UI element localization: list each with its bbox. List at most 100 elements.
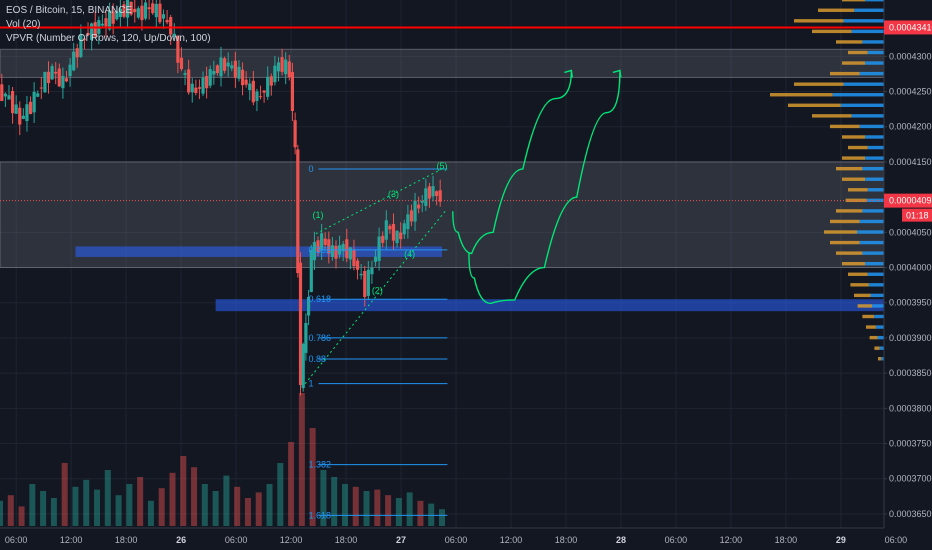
volume-bar — [7, 495, 14, 526]
vpvr-bar-down — [867, 145, 884, 150]
candle-body — [323, 238, 327, 245]
chart-legend: EOS / Bitcoin, 15, BINANCE Vol (20) VPVR… — [6, 4, 211, 46]
candle-body — [330, 245, 334, 257]
vpvr-bar-up — [866, 325, 876, 329]
candle-body — [36, 93, 40, 97]
elliott-wave-label: (2) — [372, 286, 383, 296]
vpvr-bar-up — [836, 40, 863, 44]
support-zone-blue[interactable] — [215, 299, 885, 312]
candle-body — [431, 186, 435, 197]
candle-body — [258, 96, 263, 98]
vpvr-bar-down — [865, 0, 884, 2]
wave-trendline-upper[interactable] — [315, 168, 443, 235]
volume-bar — [255, 492, 262, 526]
candle-body — [151, 3, 155, 14]
candle-body — [240, 69, 245, 86]
volume-bar — [72, 486, 79, 526]
price-axis-label: 0.0003700 — [889, 474, 932, 484]
candle-body — [233, 60, 237, 78]
candle-body — [402, 223, 406, 235]
candle-body — [143, 2, 148, 19]
candle-body — [25, 104, 29, 122]
time-axis-label: 12:00 — [720, 535, 743, 545]
volume-bar — [180, 456, 187, 526]
candle-body — [359, 273, 363, 276]
candle-body — [7, 95, 11, 100]
candle-body — [122, 4, 126, 17]
candle-body — [68, 64, 72, 77]
vpvr-bar-down — [865, 177, 884, 181]
fib-level-label: 0.382 — [308, 245, 331, 255]
price-axis-label: 0.0003950 — [889, 298, 932, 308]
candle-body — [293, 120, 297, 148]
time-axis-label: 26 — [176, 535, 186, 545]
elliott-wave-label: (3) — [388, 189, 399, 199]
volume-bar — [0, 500, 3, 526]
resistance-zone-gray[interactable] — [0, 48, 885, 78]
vpvr-bar-up — [830, 71, 860, 76]
candle-body — [18, 107, 22, 125]
candle-body — [320, 233, 324, 251]
countdown-label-bg — [902, 208, 932, 222]
candle-body — [93, 22, 97, 37]
volume-bar — [428, 503, 435, 526]
projection-curve[interactable] — [468, 70, 621, 305]
fib-level-label: 1.382 — [308, 460, 331, 470]
fib-level-label: 0.618 — [308, 294, 331, 304]
legend-vpvr[interactable]: VPVR (Number Of Rows, 120, Up/Down, 100) — [6, 33, 211, 44]
volume-bar — [352, 486, 359, 526]
elliott-wave-label: (1) — [313, 210, 324, 220]
candle-body — [75, 48, 79, 58]
candle-body — [304, 322, 308, 353]
vpvr-bar-up — [842, 177, 866, 181]
candle-body — [64, 78, 69, 82]
candle-body — [420, 200, 424, 203]
candle-body — [43, 71, 47, 93]
vpvr-bar-down — [862, 251, 884, 255]
current-price-label: 0.00004095 — [889, 196, 932, 206]
candle-body — [212, 70, 216, 75]
candle-body — [136, 8, 140, 18]
candle-body — [334, 245, 338, 259]
candle-body — [298, 262, 303, 386]
vpvr-bar-up — [830, 124, 860, 129]
volume-bar — [61, 463, 68, 526]
candle-body — [197, 87, 202, 89]
vpvr-bar-down — [879, 346, 884, 350]
wave-trendline-lower[interactable] — [304, 210, 446, 384]
time-axis-label: 12:00 — [60, 535, 83, 545]
candle-body — [90, 23, 94, 40]
candle-body — [169, 17, 173, 35]
vpvr-bar-down — [867, 272, 884, 276]
candle-body — [111, 11, 115, 24]
support-zone-blue[interactable] — [75, 246, 443, 257]
candle-body — [438, 190, 442, 202]
projection-arrowhead — [564, 69, 574, 78]
projection-curve[interactable] — [452, 70, 573, 255]
volume-bar — [385, 495, 392, 526]
fib-level-label: 0.786 — [308, 333, 331, 343]
candle-body — [79, 34, 83, 57]
price-axis-label: 0.0004150 — [889, 157, 932, 167]
price-axis-label: 0.0004300 — [889, 51, 932, 61]
vpvr-bar-up — [788, 103, 841, 107]
candle-body — [140, 5, 144, 21]
fib-level-label: 1.618 — [308, 510, 331, 520]
candle-body — [309, 250, 313, 292]
vpvr-bar-down — [862, 209, 884, 213]
high-price-label-bg — [884, 20, 932, 35]
volume-bar — [320, 470, 327, 526]
candle-body — [57, 68, 61, 87]
candle-body — [370, 267, 374, 275]
candle-body — [154, 3, 158, 18]
time-axis-label: 06:00 — [665, 535, 688, 545]
candle-body — [345, 239, 349, 259]
legend-symbol[interactable]: EOS / Bitcoin, 15, BINANCE — [6, 5, 133, 16]
price-axis-label: 0.0004250 — [889, 87, 932, 97]
candle-body — [244, 79, 248, 85]
candle-body — [0, 84, 4, 102]
legend-volume[interactable]: Vol (20) — [6, 19, 41, 30]
